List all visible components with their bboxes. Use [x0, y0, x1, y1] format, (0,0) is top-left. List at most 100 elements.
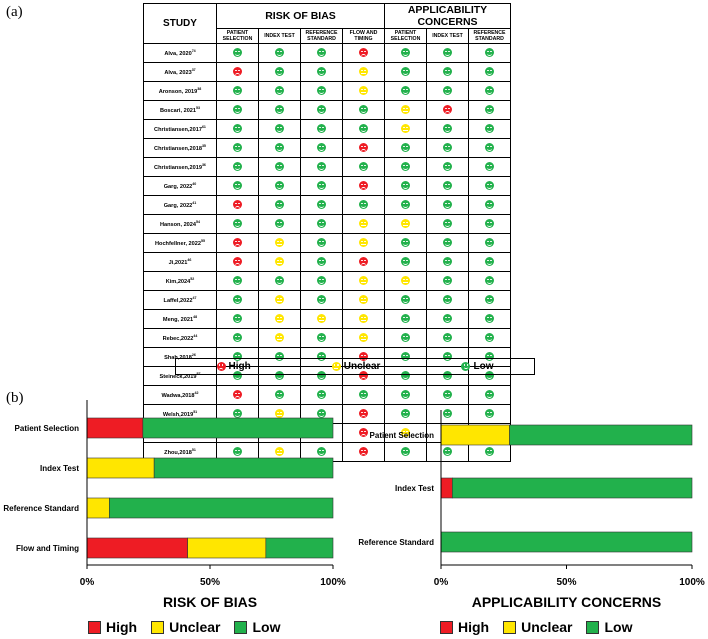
study-label: Garg, 2022: [163, 202, 193, 209]
low-face-icon: [317, 105, 326, 115]
low-face-icon: [401, 200, 410, 210]
low-face-icon: [317, 409, 326, 419]
low-face-icon: [317, 390, 326, 400]
low-face-icon: [317, 447, 326, 457]
study-label: Laffel,2022: [163, 297, 193, 304]
bar-segment-unclear: [187, 537, 267, 559]
low-face-icon: [443, 333, 452, 343]
category-label: Reference Standard: [358, 538, 434, 547]
study-label: Ji,2021: [168, 259, 188, 266]
study-label: Meng, 2021: [162, 316, 194, 323]
low-face-icon: [401, 314, 410, 324]
study-label: Christiansen,2019: [154, 164, 202, 171]
low-face-icon: [359, 162, 368, 172]
table-row: Shah,201826: [143, 347, 511, 367]
bar-segment-unclear: [86, 457, 155, 479]
study-reference: 51: [193, 410, 198, 415]
x-tick-label: 0%: [80, 577, 95, 588]
legend-swatch: [503, 620, 517, 634]
low-face-icon: [317, 219, 326, 229]
legend-swatch: [88, 620, 101, 634]
judgement-cell: [468, 62, 511, 82]
low-face-icon: [317, 257, 326, 267]
table-row: Garg, 202240: [143, 176, 511, 196]
low-face-icon: [401, 390, 410, 400]
legend-swatch: [586, 620, 600, 634]
low-face-icon: [485, 105, 494, 115]
legend-swatch: [234, 620, 248, 634]
high-face-icon: [359, 143, 368, 153]
bar-segment-high: [440, 477, 453, 499]
low-face-icon: [485, 124, 494, 134]
table-row: Boscari, 202153: [143, 100, 511, 120]
study-reference: 36: [201, 163, 206, 168]
study-label: Welsh,2019: [162, 411, 194, 418]
low-face-icon: [233, 124, 242, 134]
study-label: Rebec,2022: [162, 335, 194, 342]
study-label: Alva, 2020: [164, 50, 192, 57]
low-face-icon: [401, 181, 410, 191]
low-face-icon: [485, 314, 494, 324]
table-row: Alva, 202337: [143, 62, 511, 82]
low-face-icon: [275, 200, 284, 210]
bar-segment-high: [86, 537, 188, 559]
low-face-icon: [443, 409, 452, 419]
low-face-icon: [401, 447, 410, 457]
low-face-icon: [443, 143, 452, 153]
bar-segment-low: [153, 457, 334, 479]
unclear-face-icon: [401, 219, 410, 229]
unclear-face-icon: [359, 219, 368, 229]
unclear-face-icon: [317, 314, 326, 324]
low-face-icon: [233, 333, 242, 343]
study-label: Zhou,2018: [164, 449, 192, 456]
x-tick-label: 100%: [679, 577, 705, 588]
low-face-icon: [359, 105, 368, 115]
unclear-face-icon: [275, 447, 284, 457]
legend-label: Low: [604, 619, 633, 635]
low-face-icon: [443, 124, 452, 134]
unclear-face-icon: [359, 295, 368, 305]
low-face-icon: [233, 295, 242, 305]
high-face-icon: [233, 257, 242, 267]
low-face-icon: [275, 181, 284, 191]
legend-item-low: Low: [234, 619, 280, 635]
study-reference: 38: [197, 87, 202, 92]
low-face-icon: [401, 143, 410, 153]
low-face-icon: [317, 162, 326, 172]
low-face-icon: [443, 86, 452, 96]
low-face-icon: [443, 257, 452, 267]
table-row: Garg, 202241: [143, 195, 511, 215]
low-face-icon: [485, 238, 494, 248]
bar-segment-low: [440, 531, 693, 553]
study-reference: 37: [191, 68, 196, 73]
low-face-icon: [233, 181, 242, 191]
bar-segment-high: [86, 417, 144, 439]
table-row: Wadwa,201842: [143, 385, 511, 405]
table-legend: High Unclear Low: [175, 358, 535, 375]
judgement-cell: [468, 157, 511, 177]
low-face-icon: [485, 86, 494, 96]
study-reference: 26: [191, 353, 196, 358]
low-face-icon: [275, 67, 284, 77]
low-face-icon: [443, 238, 452, 248]
low-face-icon: [317, 333, 326, 343]
low-face-icon: [401, 48, 410, 58]
low-face-icon: [401, 238, 410, 248]
table-row: Hanson, 202454: [143, 214, 511, 234]
unclear-face-icon: [359, 67, 368, 77]
study-label: Hochfellner, 2022: [154, 240, 201, 247]
high-face-icon: [216, 362, 226, 371]
low-face-icon: [485, 352, 494, 362]
unclear-face-icon: [275, 295, 284, 305]
subheader-0: PATIENT SELECTION: [216, 28, 259, 44]
low-face-icon: [233, 314, 242, 324]
table-row: Steineck,201957: [143, 366, 511, 386]
unclear-face-icon: [275, 333, 284, 343]
low-face-icon: [233, 352, 242, 362]
legend-item-low: Low: [586, 619, 632, 635]
unclear-face-icon: [359, 86, 368, 96]
low-face-icon: [443, 276, 452, 286]
low-face-icon: [317, 200, 326, 210]
low-face-icon: [443, 200, 452, 210]
unclear-face-icon: [359, 238, 368, 248]
